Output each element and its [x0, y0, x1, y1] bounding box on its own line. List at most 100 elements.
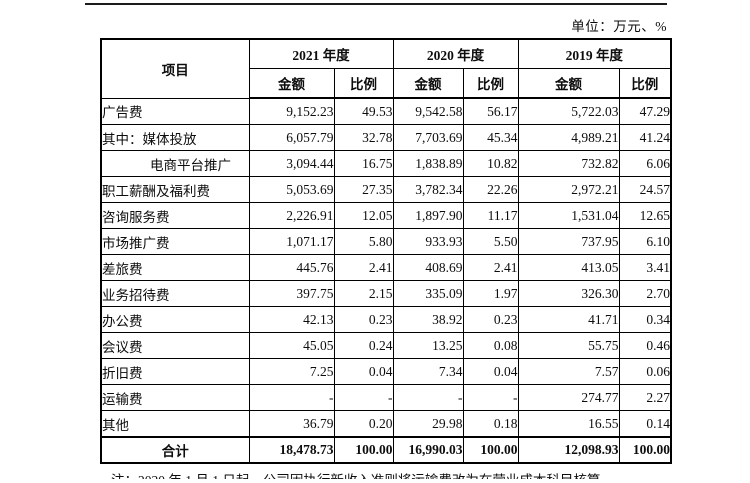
table-header-years: 项目 2021 年度 2020 年度 2019 年度 — [100, 38, 672, 99]
amount-cell: 5,722.03 — [517, 97, 620, 125]
ratio-cell: 0.24 — [333, 332, 394, 359]
total-ratio-cell: 100.00 — [333, 436, 394, 464]
amount-cell: 3,782.34 — [392, 176, 464, 203]
ratio-cell: 27.35 — [333, 176, 394, 203]
ratio-cell: 0.14 — [618, 410, 672, 438]
table-header-subcolumns: 金额 比例 金额 比例 金额 比例 — [101, 68, 672, 99]
ratio-cell: 32.78 — [333, 124, 394, 151]
ratio-cell: 2.27 — [618, 384, 672, 411]
amount-cell: 41.71 — [517, 306, 620, 333]
amount-cell: 3,094.44 — [248, 150, 335, 177]
footnote-text: 注：2020 年 1 月 1 日起，公司因执行新收入准则将运输费改为在营业成本科… — [111, 469, 711, 479]
row-label: 办公费 — [100, 306, 250, 333]
table-row: 电商平台推广 3,094.44 16.75 1,838.89 10.82 732… — [100, 150, 672, 177]
ratio-cell: 0.20 — [333, 410, 394, 438]
amount-cell: 7.57 — [517, 358, 620, 385]
amount-cell: 737.95 — [517, 228, 620, 255]
ratio-cell: 10.82 — [462, 150, 519, 177]
amount-cell: 933.93 — [392, 228, 464, 255]
ratio-cell: 0.04 — [333, 358, 394, 385]
amount-cell: 335.09 — [392, 280, 464, 307]
row-label: 其他 — [100, 410, 250, 438]
footnote-clipped-region: 注：2020 年 1 月 1 日起，公司因执行新收入准则将运输费改为在营业成本科… — [111, 469, 711, 479]
table-row: 差旅费 445.76 2.41 408.69 2.41 413.05 3.41 — [100, 254, 672, 281]
table-row: 职工薪酬及福利费 5,053.69 27.35 3,782.34 22.26 2… — [100, 176, 672, 203]
ratio-cell: 0.18 — [462, 410, 519, 438]
amount-cell: 1,071.17 — [248, 228, 335, 255]
row-label: 会议费 — [100, 332, 250, 359]
col-header-ratio-2021: 比例 — [333, 68, 394, 99]
ratio-cell: 47.29 — [618, 97, 672, 125]
col-header-item: 项目 — [100, 38, 250, 99]
ratio-cell: - — [333, 384, 394, 411]
amount-cell: 55.75 — [517, 332, 620, 359]
ratio-cell: 12.65 — [618, 202, 672, 229]
amount-cell: 445.76 — [248, 254, 335, 281]
amount-cell: 732.82 — [517, 150, 620, 177]
amount-cell: 36.79 — [248, 410, 335, 438]
ratio-cell: 22.26 — [462, 176, 519, 203]
ratio-cell: 0.23 — [333, 306, 394, 333]
amount-cell: 413.05 — [517, 254, 620, 281]
col-header-year-2020: 2020 年度 — [392, 38, 519, 69]
amount-cell: 9,152.23 — [248, 97, 335, 125]
row-label: 业务招待费 — [100, 280, 250, 307]
ratio-cell: 5.50 — [462, 228, 519, 255]
amount-cell: 6,057.79 — [248, 124, 335, 151]
amount-cell: 16.55 — [517, 410, 620, 438]
row-label: 职工薪酬及福利费 — [100, 176, 250, 203]
table-row: 广告费 9,152.23 49.53 9,542.58 56.17 5,722.… — [100, 97, 672, 125]
total-amount-cell: 12,098.93 — [517, 436, 620, 464]
ratio-cell: 6.10 — [618, 228, 672, 255]
col-header-amount-2020: 金额 — [392, 68, 464, 99]
amount-cell: 1,897.90 — [392, 202, 464, 229]
amount-cell: 45.05 — [248, 332, 335, 359]
table-total-row: 合计 18,478.73 100.00 16,990.03 100.00 12,… — [100, 436, 672, 464]
amount-cell: - — [392, 384, 464, 411]
table-row: 办公费 42.13 0.23 38.92 0.23 41.71 0.34 — [100, 306, 672, 333]
row-label: 折旧费 — [100, 358, 250, 385]
table-row: 其他 36.79 0.20 29.98 0.18 16.55 0.14 — [100, 410, 672, 438]
amount-cell: 7.25 — [248, 358, 335, 385]
ratio-cell: 0.46 — [618, 332, 672, 359]
ratio-cell: 6.06 — [618, 150, 672, 177]
amount-cell: 1,838.89 — [392, 150, 464, 177]
table-row: 市场推广费 1,071.17 5.80 933.93 5.50 737.95 6… — [100, 228, 672, 255]
amount-cell: 2,226.91 — [248, 202, 335, 229]
row-label: 运输费 — [100, 384, 250, 411]
table-row: 折旧费 7.25 0.04 7.34 0.04 7.57 0.06 — [100, 358, 672, 385]
ratio-cell: 2.70 — [618, 280, 672, 307]
col-header-amount-2021: 金额 — [248, 68, 335, 99]
ratio-cell: 5.80 — [333, 228, 394, 255]
amount-cell: 326.30 — [517, 280, 620, 307]
ratio-cell: 41.24 — [618, 124, 672, 151]
table-row: 会议费 45.05 0.24 13.25 0.08 55.75 0.46 — [100, 332, 672, 359]
ratio-cell: - — [462, 384, 519, 411]
ratio-cell: 3.41 — [618, 254, 672, 281]
row-label: 咨询服务费 — [100, 202, 250, 229]
ratio-cell: 0.06 — [618, 358, 672, 385]
amount-cell: 408.69 — [392, 254, 464, 281]
ratio-cell: 0.04 — [462, 358, 519, 385]
total-amount-cell: 16,990.03 — [392, 436, 464, 464]
amount-cell: 2,972.21 — [517, 176, 620, 203]
amount-cell: 7,703.69 — [392, 124, 464, 151]
amount-cell: 397.75 — [248, 280, 335, 307]
amount-cell: 274.77 — [517, 384, 620, 411]
row-label: 差旅费 — [100, 254, 250, 281]
ratio-cell: 45.34 — [462, 124, 519, 151]
total-amount-cell: 18,478.73 — [248, 436, 335, 464]
ratio-cell: 16.75 — [333, 150, 394, 177]
amount-cell: 29.98 — [392, 410, 464, 438]
amount-cell: 1,531.04 — [517, 202, 620, 229]
row-label: 市场推广费 — [100, 228, 250, 255]
ratio-cell: 1.97 — [462, 280, 519, 307]
row-label: 其中：媒体投放 — [100, 124, 250, 151]
ratio-cell: 0.34 — [618, 306, 672, 333]
page-top-rule — [85, 3, 667, 5]
amount-cell: 42.13 — [248, 306, 335, 333]
ratio-cell: 11.17 — [462, 202, 519, 229]
ratio-cell: 0.23 — [462, 306, 519, 333]
ratio-cell: 24.57 — [618, 176, 672, 203]
